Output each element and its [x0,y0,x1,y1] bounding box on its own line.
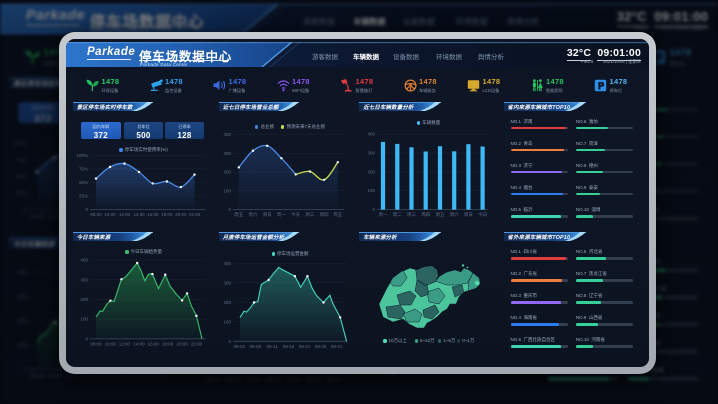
svg-text:08-21: 08-21 [299,344,311,349]
svg-text:20:00: 20:00 [177,341,189,346]
svg-text:周五: 周五 [436,212,445,218]
svg-text:0: 0 [85,207,88,212]
svg-text:400: 400 [223,261,231,266]
svg-text:25%: 25% [79,194,88,199]
svg-text:周五: 周五 [333,212,342,218]
svg-text:50%: 50% [79,180,88,185]
svg-text:周三: 周三 [305,212,314,218]
svg-text:300: 300 [367,151,375,156]
svg-text:100: 100 [367,188,375,193]
svg-text:100: 100 [223,319,231,324]
svg-text:周四: 周四 [320,212,329,218]
svg-text:周五: 周五 [234,212,243,218]
svg-text:14:00: 14:00 [133,212,145,217]
svg-text:08:00: 08:00 [90,212,102,217]
svg-text:16:00: 16:00 [147,212,159,217]
svg-text:200: 200 [223,170,231,175]
svg-text:100%: 100% [76,153,88,158]
svg-text:22:00: 22:00 [191,341,203,346]
svg-text:0: 0 [372,207,375,212]
svg-text:08:00: 08:00 [90,341,102,346]
svg-text:周一: 周一 [379,212,388,218]
svg-text:14:00: 14:00 [133,341,145,346]
svg-text:08-31: 08-31 [331,344,343,349]
svg-text:18:00: 18:00 [162,341,174,346]
svg-text:400: 400 [223,132,231,137]
svg-text:10:00: 10:00 [105,341,117,346]
svg-text:08-11: 08-11 [267,344,279,349]
svg-text:12:00: 12:00 [119,341,131,346]
svg-text:10:00: 10:00 [104,212,116,217]
svg-text:300: 300 [80,277,88,282]
svg-text:08-06: 08-06 [250,344,262,349]
svg-text:周一: 周一 [277,212,286,218]
svg-text:16:00: 16:00 [148,341,160,346]
svg-text:08-26: 08-26 [315,344,327,349]
svg-text:周日: 周日 [263,212,272,218]
svg-text:300: 300 [223,151,231,156]
svg-text:200: 200 [367,169,375,174]
svg-text:20:00: 20:00 [175,212,187,217]
svg-text:周六: 周六 [249,211,258,218]
svg-text:75%: 75% [79,166,88,171]
svg-text:100: 100 [80,317,88,322]
svg-text:18:00: 18:00 [161,212,173,217]
svg-text:22:00: 22:00 [189,212,201,217]
svg-text:200: 200 [80,297,88,302]
svg-text:周三: 周三 [407,212,416,218]
svg-text:今天: 今天 [291,211,300,218]
svg-text:12:00: 12:00 [119,212,131,217]
svg-text:400: 400 [80,258,88,263]
svg-text:0: 0 [228,339,231,344]
svg-text:0: 0 [228,207,231,212]
svg-text:400: 400 [367,132,375,137]
svg-text:08-16: 08-16 [283,344,295,349]
svg-text:周二: 周二 [393,212,402,218]
svg-text:200: 200 [223,300,231,305]
svg-text:周六: 周六 [450,211,459,218]
svg-text:周日: 周日 [464,212,473,218]
svg-text:周四: 周四 [421,212,430,218]
svg-text:今日: 今日 [478,211,487,218]
svg-text:100: 100 [223,188,231,193]
svg-text:08-01: 08-01 [234,344,246,349]
svg-text:300: 300 [223,280,231,285]
svg-text:0: 0 [85,336,88,341]
